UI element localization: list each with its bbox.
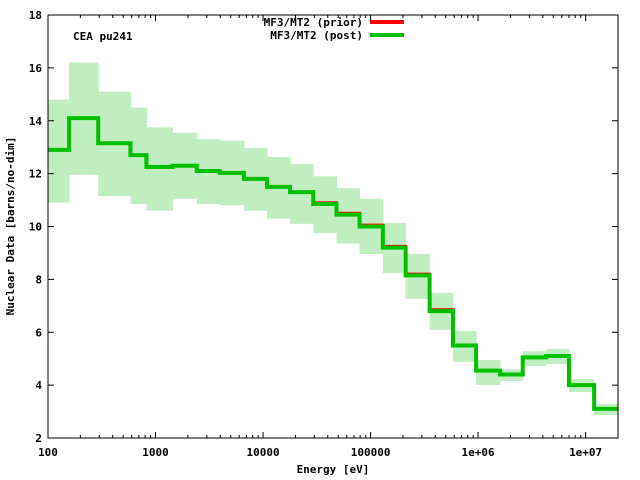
y-tick-label: 8 (35, 273, 42, 286)
y-axis-label: Nuclear Data [barns/no-dim] (4, 137, 17, 316)
y-tick-label: 10 (29, 221, 42, 234)
series-lines (48, 116, 618, 411)
y-tick-label: 14 (29, 115, 43, 128)
x-tick-label: 100000 (351, 446, 391, 459)
x-tick-label: 1e+07 (569, 446, 602, 459)
axis-ticks: 100 1000 10000 100000 1e+06 1e+07 2 4 6 8 10 12 14 16… (29, 9, 619, 459)
x-tick-label: 1000 (142, 446, 169, 459)
legend: MF3/MT2 (prior)MF3/MT2 (post) (264, 16, 404, 42)
legend-label: MF3/MT2 (prior) (264, 16, 363, 29)
y-tick-label: 2 (35, 432, 42, 445)
y-tick-label: 6 (35, 326, 42, 339)
x-tick-label: 100 (38, 446, 58, 459)
annotation: CEA pu241 (73, 30, 133, 43)
y-tick-label: 18 (29, 9, 42, 22)
y-tick-label: 16 (29, 62, 43, 75)
x-tick-label: 10000 (246, 446, 279, 459)
legend-label: MF3/MT2 (post) (270, 29, 363, 42)
y-tick-label: 12 (29, 168, 42, 181)
x-tick-label: 1e+06 (462, 446, 495, 459)
series-line-post (48, 116, 618, 411)
x-axis-label: Energy [eV] (297, 463, 370, 476)
y-tick-label: 4 (35, 379, 42, 392)
uncertainty-bands (48, 62, 619, 415)
